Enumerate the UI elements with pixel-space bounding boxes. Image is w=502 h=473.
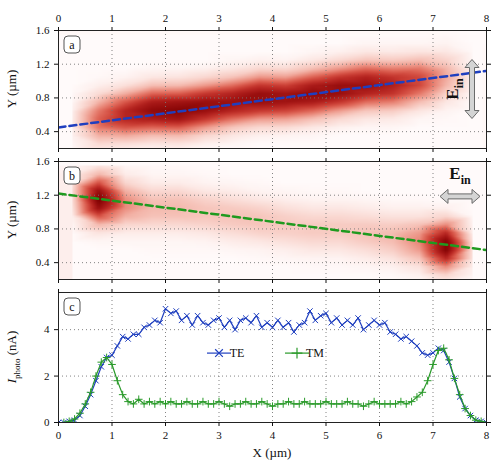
svg-text:a: a: [69, 38, 75, 52]
svg-text:0.4: 0.4: [36, 125, 50, 137]
svg-text:2: 2: [163, 12, 169, 24]
svg-text:b: b: [69, 169, 75, 183]
svg-text:5: 5: [323, 12, 329, 24]
svg-text:2: 2: [44, 370, 50, 382]
svg-text:1.2: 1.2: [36, 189, 50, 201]
svg-text:7: 7: [430, 12, 436, 24]
svg-text:3: 3: [216, 12, 222, 24]
svg-text:4: 4: [44, 323, 50, 335]
svg-text:Y (µm): Y (µm): [4, 201, 19, 239]
svg-text:6: 6: [377, 12, 383, 24]
svg-text:0: 0: [56, 429, 62, 441]
svg-text:8: 8: [484, 429, 490, 441]
svg-text:2: 2: [163, 429, 169, 441]
svg-text:5: 5: [323, 429, 329, 441]
svg-text:0.4: 0.4: [36, 256, 50, 268]
svg-text:c: c: [69, 300, 74, 314]
svg-text:Y (µm): Y (µm): [4, 70, 19, 108]
svg-text:TM: TM: [306, 346, 324, 360]
svg-text:Ein: Ein: [443, 78, 466, 100]
svg-text:0: 0: [44, 416, 50, 428]
svg-text:7: 7: [430, 429, 436, 441]
svg-text:0.8: 0.8: [36, 222, 50, 234]
svg-text:0: 0: [56, 12, 62, 24]
svg-text:X (µm): X (µm): [253, 445, 292, 460]
svg-text:4: 4: [270, 429, 276, 441]
svg-text:1.6: 1.6: [36, 24, 50, 36]
svg-text:8: 8: [484, 12, 490, 24]
svg-text:Iphoto (nA): Iphoto (nA): [4, 331, 22, 385]
svg-text:1.6: 1.6: [36, 155, 50, 167]
svg-text:1.2: 1.2: [36, 58, 50, 70]
svg-text:Ein: Ein: [449, 164, 471, 187]
svg-text:1: 1: [109, 12, 115, 24]
svg-text:1: 1: [109, 429, 115, 441]
svg-text:3: 3: [216, 429, 222, 441]
svg-text:4: 4: [270, 12, 276, 24]
svg-text:6: 6: [377, 429, 383, 441]
svg-text:0.8: 0.8: [36, 91, 50, 103]
svg-text:TE: TE: [230, 346, 245, 360]
